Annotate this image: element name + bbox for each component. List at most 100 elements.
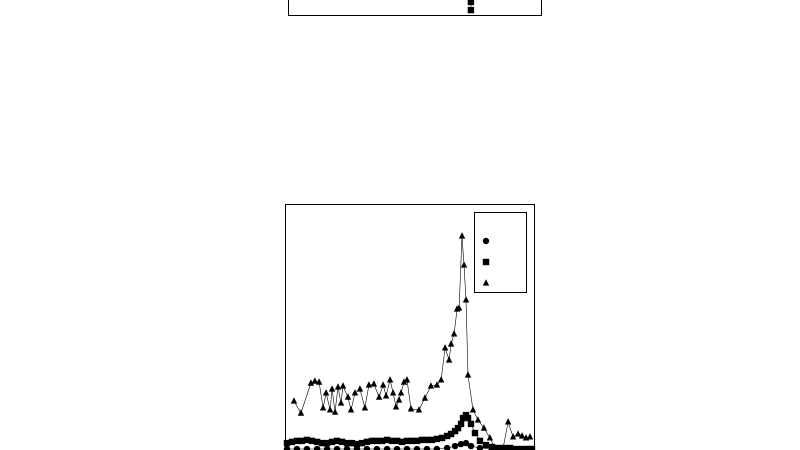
marker	[368, 437, 376, 445]
marker	[514, 430, 522, 437]
marker	[297, 409, 305, 416]
legend-marker	[482, 237, 490, 245]
marker	[469, 406, 477, 413]
marker	[413, 437, 421, 445]
marker	[363, 445, 371, 450]
marker	[441, 344, 449, 351]
marker	[389, 389, 397, 396]
marker	[433, 435, 441, 443]
marker	[506, 444, 514, 450]
marker	[303, 436, 311, 444]
marker	[427, 382, 435, 389]
marker	[467, 0, 475, 6]
marker	[494, 444, 502, 450]
marker	[395, 396, 403, 403]
marker	[333, 445, 341, 450]
marker	[437, 376, 445, 383]
marker	[373, 437, 381, 445]
marker	[323, 439, 331, 447]
marker	[328, 438, 336, 446]
marker	[462, 296, 470, 303]
marker	[315, 378, 323, 385]
marker	[413, 445, 421, 450]
marker	[450, 330, 458, 337]
marker	[392, 403, 400, 410]
marker	[290, 397, 298, 404]
marker	[457, 420, 465, 428]
marker	[454, 424, 462, 432]
marker	[433, 445, 441, 450]
marker	[433, 381, 441, 388]
marker	[308, 437, 316, 445]
marker	[356, 385, 364, 392]
marker	[370, 380, 378, 387]
marker	[323, 445, 331, 450]
marker	[397, 389, 405, 396]
marker	[393, 437, 401, 445]
marker	[382, 392, 390, 399]
marker	[334, 383, 342, 390]
marker	[509, 433, 517, 440]
marker	[447, 340, 455, 347]
marker	[480, 424, 488, 431]
marker	[421, 394, 429, 401]
marker	[443, 432, 451, 440]
marker	[451, 442, 459, 450]
marker	[351, 389, 359, 396]
marker	[403, 445, 411, 450]
marker	[318, 439, 326, 447]
marker	[311, 377, 319, 384]
marker	[344, 393, 352, 400]
marker	[383, 436, 391, 444]
marker	[326, 406, 334, 413]
marker	[307, 379, 315, 386]
marker	[492, 444, 498, 450]
marker	[467, 6, 475, 14]
marker	[322, 389, 330, 396]
marker	[455, 304, 463, 311]
marker	[526, 433, 534, 440]
marker	[343, 439, 351, 447]
legend-marker	[482, 258, 490, 266]
marker	[467, 420, 475, 428]
marker	[363, 438, 371, 446]
marker	[288, 438, 296, 446]
marker	[293, 445, 301, 450]
marker	[415, 406, 423, 413]
legend-box	[474, 212, 527, 293]
marker	[443, 444, 451, 450]
marker	[338, 438, 346, 446]
marker	[476, 444, 484, 450]
marker	[447, 430, 455, 438]
marker	[403, 437, 411, 445]
marker	[423, 436, 431, 444]
marker	[467, 442, 475, 450]
marker	[283, 445, 291, 450]
marker	[476, 437, 484, 445]
marker	[375, 393, 383, 400]
marker	[365, 381, 373, 388]
marker	[438, 434, 446, 442]
marker	[283, 439, 291, 447]
marker	[347, 406, 355, 413]
marker	[298, 437, 306, 445]
marker	[361, 404, 369, 411]
marker	[328, 385, 336, 392]
marker	[400, 378, 408, 385]
marker	[504, 418, 512, 425]
marker	[464, 414, 472, 422]
marker	[418, 436, 426, 444]
marker	[500, 444, 507, 450]
marker	[313, 438, 321, 446]
marker	[386, 376, 394, 383]
marker	[518, 445, 526, 450]
marker	[428, 436, 436, 444]
marker	[343, 445, 351, 450]
marker	[348, 439, 356, 447]
marker	[518, 432, 526, 439]
marker	[337, 399, 345, 406]
marker	[379, 381, 387, 388]
marker	[462, 439, 470, 447]
marker	[353, 440, 361, 448]
marker	[458, 232, 466, 239]
